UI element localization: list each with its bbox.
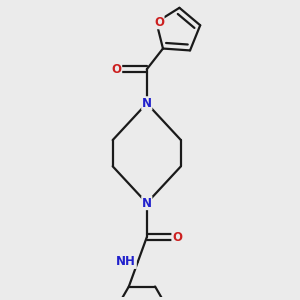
Text: N: N [142, 97, 152, 110]
Text: N: N [142, 196, 152, 210]
Text: O: O [154, 16, 164, 29]
Text: O: O [172, 231, 182, 244]
Text: NH: NH [116, 255, 136, 268]
Text: O: O [112, 63, 122, 76]
